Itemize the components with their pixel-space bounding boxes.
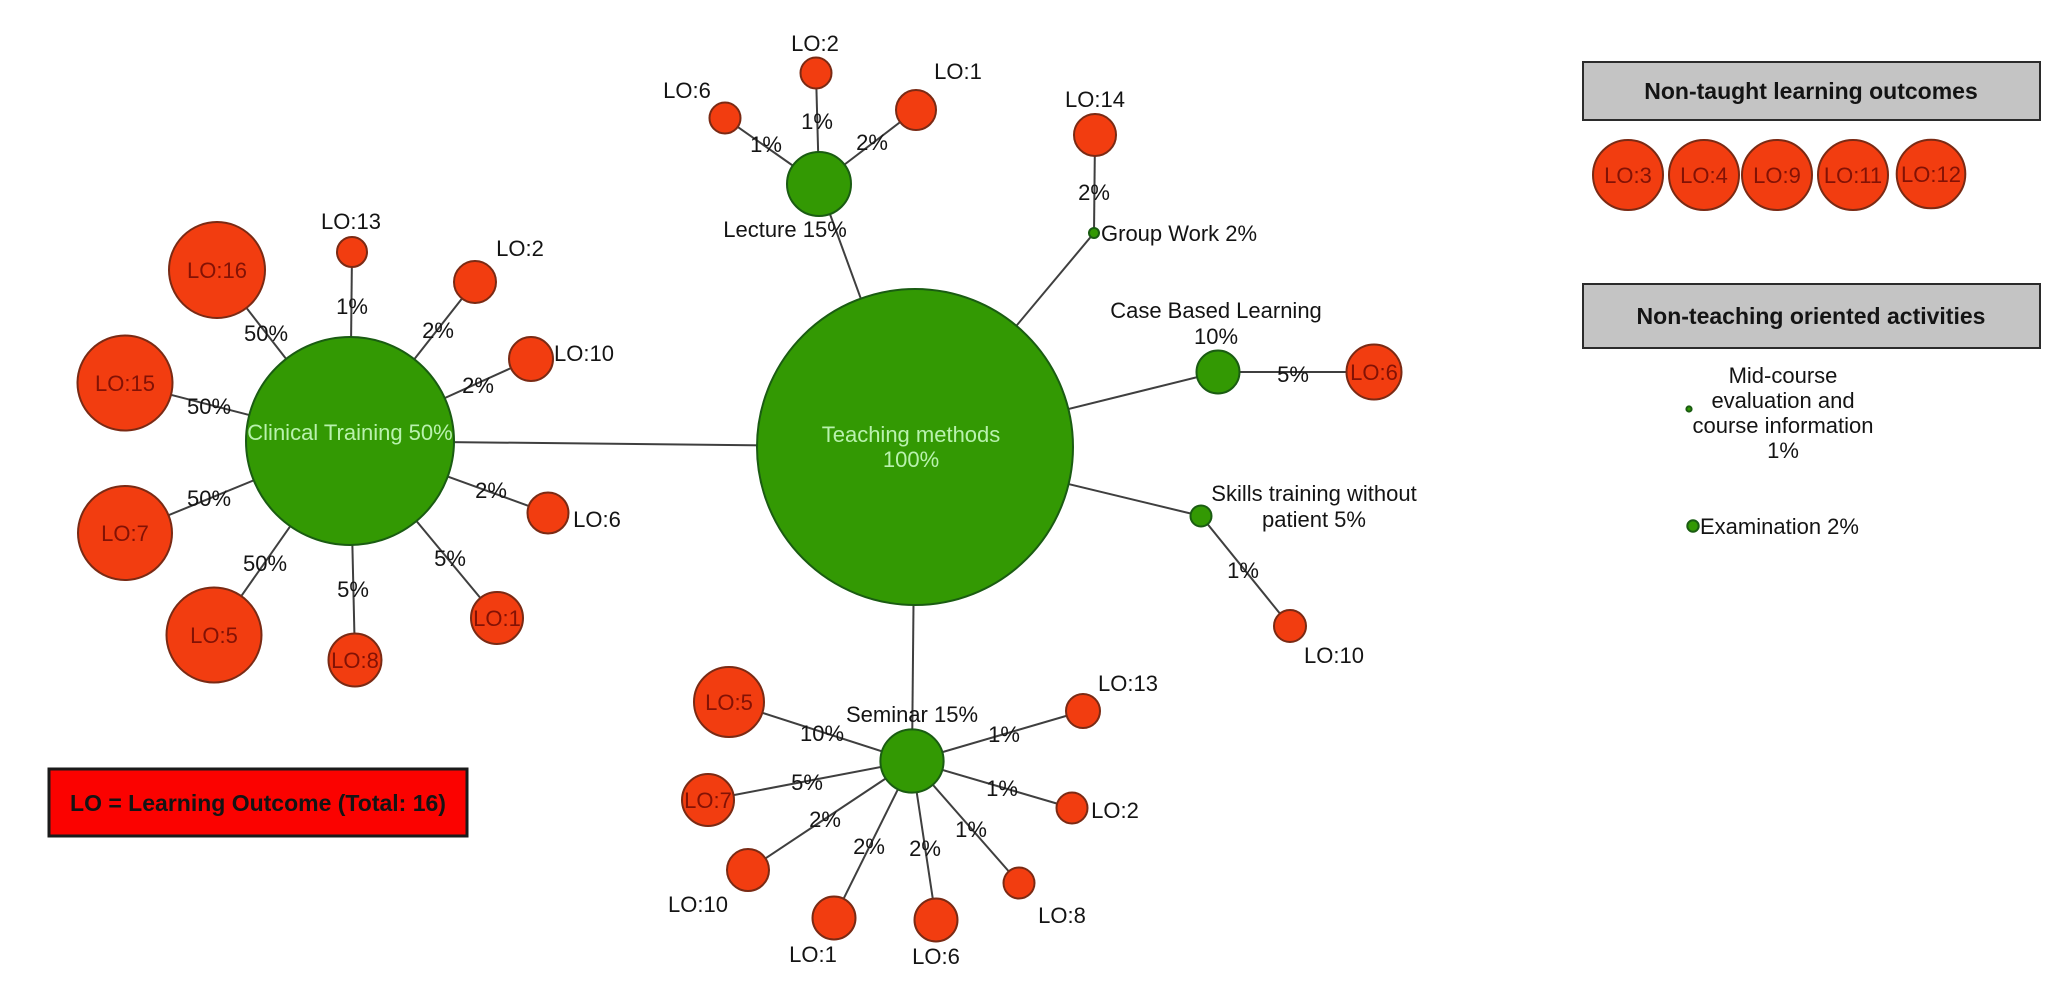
svg-text:LO:15: LO:15 [95, 371, 155, 396]
svg-text:LO:14: LO:14 [1065, 87, 1125, 112]
svg-text:LO:6: LO:6 [1350, 360, 1398, 385]
svg-text:Mid-course: Mid-course [1729, 363, 1838, 388]
svg-text:LO:12: LO:12 [1901, 162, 1961, 187]
svg-text:course information: course information [1693, 413, 1874, 438]
svg-text:100%: 100% [883, 447, 939, 472]
svg-text:Teaching methods: Teaching methods [822, 422, 1001, 447]
svg-text:LO:10: LO:10 [668, 892, 728, 917]
svg-text:50%: 50% [243, 551, 287, 576]
svg-text:2%: 2% [422, 318, 454, 343]
svg-text:2%: 2% [809, 807, 841, 832]
svg-text:Examination 2%: Examination 2% [1700, 514, 1859, 539]
svg-text:LO:9: LO:9 [1753, 163, 1801, 188]
svg-text:1%: 1% [1227, 558, 1259, 583]
svg-text:1%: 1% [1767, 438, 1799, 463]
svg-text:evaluation and: evaluation and [1711, 388, 1854, 413]
svg-text:LO:8: LO:8 [1038, 903, 1086, 928]
svg-text:LO:5: LO:5 [190, 623, 238, 648]
svg-text:5%: 5% [1277, 362, 1309, 387]
svg-text:LO:10: LO:10 [1304, 643, 1364, 668]
svg-text:1%: 1% [336, 294, 368, 319]
svg-text:patient 5%: patient 5% [1262, 507, 1366, 532]
svg-text:10%: 10% [1194, 324, 1238, 349]
svg-text:Non-teaching oriented activiti: Non-teaching oriented activities [1637, 303, 1986, 329]
svg-text:2%: 2% [1078, 180, 1110, 205]
svg-text:LO:6: LO:6 [663, 78, 711, 103]
svg-text:Case Based Learning: Case Based Learning [1110, 298, 1322, 323]
svg-text:2%: 2% [856, 130, 888, 155]
svg-text:LO = Learning Outcome (Total:: LO = Learning Outcome (Total: 16) [70, 790, 446, 816]
svg-text:50%: 50% [187, 486, 231, 511]
svg-text:1%: 1% [988, 722, 1020, 747]
svg-text:50%: 50% [187, 394, 231, 419]
svg-text:LO:8: LO:8 [331, 648, 379, 673]
svg-text:2%: 2% [462, 373, 494, 398]
svg-text:LO:2: LO:2 [496, 236, 544, 261]
svg-text:LO:6: LO:6 [912, 944, 960, 969]
svg-text:LO:1: LO:1 [473, 606, 521, 631]
svg-text:LO:16: LO:16 [187, 258, 247, 283]
svg-text:LO:7: LO:7 [101, 521, 149, 546]
svg-text:2%: 2% [475, 478, 507, 503]
svg-text:Non-taught learning outcomes: Non-taught learning outcomes [1644, 78, 1978, 104]
svg-text:LO:1: LO:1 [934, 59, 982, 84]
svg-text:LO:2: LO:2 [791, 31, 839, 56]
svg-text:LO:3: LO:3 [1604, 163, 1652, 188]
svg-text:LO:5: LO:5 [705, 690, 753, 715]
svg-text:1%: 1% [986, 776, 1018, 801]
svg-text:1%: 1% [801, 109, 833, 134]
svg-text:LO:6: LO:6 [573, 507, 621, 532]
svg-text:LO:1: LO:1 [789, 942, 837, 967]
svg-text:5%: 5% [337, 577, 369, 602]
svg-text:Group Work 2%: Group Work 2% [1101, 221, 1257, 246]
svg-text:LO:11: LO:11 [1824, 163, 1882, 188]
svg-text:LO:4: LO:4 [1680, 163, 1728, 188]
svg-text:LO:2: LO:2 [1091, 798, 1139, 823]
svg-text:50%: 50% [244, 321, 288, 346]
svg-text:Seminar 15%: Seminar 15% [846, 702, 978, 727]
svg-text:Skills training without: Skills training without [1211, 481, 1416, 506]
svg-text:LO:13: LO:13 [1098, 671, 1158, 696]
svg-text:5%: 5% [434, 546, 466, 571]
svg-text:LO:13: LO:13 [321, 209, 381, 234]
svg-text:LO:10: LO:10 [554, 341, 614, 366]
svg-text:2%: 2% [853, 834, 885, 859]
svg-text:Lecture 15%: Lecture 15% [723, 217, 847, 242]
svg-text:2%: 2% [909, 836, 941, 861]
svg-text:1%: 1% [750, 132, 782, 157]
svg-text:1%: 1% [955, 817, 987, 842]
svg-text:Clinical Training 50%: Clinical Training 50% [247, 420, 452, 445]
svg-text:5%: 5% [791, 770, 823, 795]
svg-text:LO:7: LO:7 [684, 788, 732, 813]
svg-text:10%: 10% [800, 721, 844, 746]
